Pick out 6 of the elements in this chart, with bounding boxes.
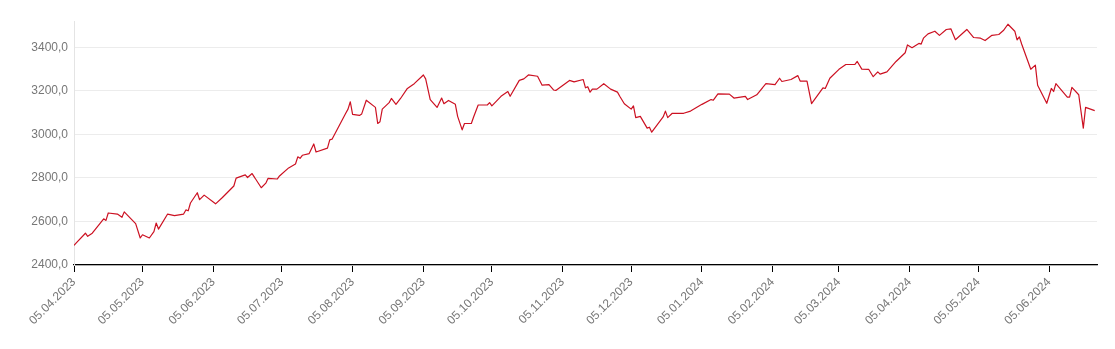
y-tick-label: 2800,0 bbox=[31, 170, 69, 185]
y-tick-label: 3400,0 bbox=[31, 39, 69, 54]
y-tick-label: 2400,0 bbox=[31, 257, 69, 272]
y-tick-label: 3000,0 bbox=[31, 126, 69, 141]
y-tick-label: 3200,0 bbox=[31, 83, 69, 98]
y-tick-label: 2600,0 bbox=[31, 213, 69, 228]
